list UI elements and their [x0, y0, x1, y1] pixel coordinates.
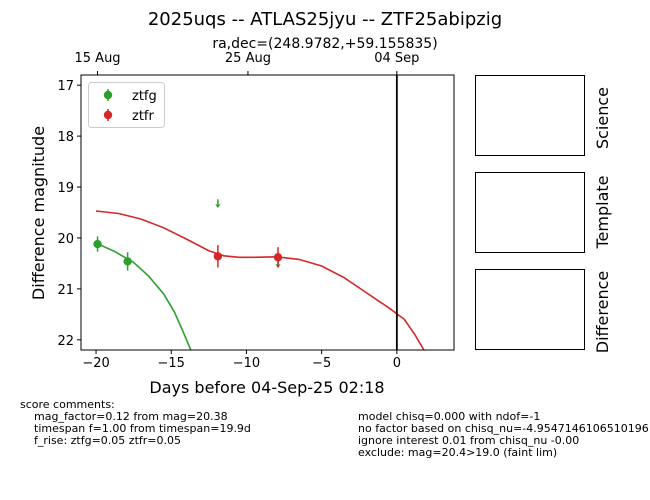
x-tick-label: 0 — [393, 356, 401, 371]
top-date-tick-label: 25 Aug — [225, 51, 271, 66]
template-panel — [475, 172, 585, 253]
score-comment-right-1: model chisq=0.000 with ndof=-1 — [358, 410, 541, 423]
y-axis-label: Difference magnitude — [29, 126, 48, 300]
ztfg-legend-marker — [103, 90, 113, 100]
figure-subtitle: ra,dec=(248.9782,+59.155835) — [212, 36, 437, 52]
ztfr-legend-marker — [103, 110, 113, 120]
x-tick-label: −15 — [158, 356, 185, 371]
science-panel — [475, 75, 585, 156]
ztfg-model-curve — [95, 242, 192, 350]
y-tick-label: 19 — [57, 181, 74, 196]
top-date-tick-label: 04 Sep — [374, 51, 419, 66]
x-axis-label: Days before 04-Sep-25 02:18 — [149, 378, 384, 397]
ztfg-data-point — [123, 257, 132, 266]
ztfg-legend-label: ztfg — [132, 89, 157, 104]
score-comments-header: score comments: — [20, 398, 115, 411]
y-tick-label: 22 — [57, 334, 74, 349]
y-tick-label: 21 — [57, 283, 74, 298]
score-comment-right-4: exclude: mag=20.4>19.0 (faint lim) — [358, 446, 558, 459]
ztfr-data-point — [213, 252, 223, 261]
science-label: Science — [593, 87, 612, 149]
score-comment-left-1: mag_factor=0.12 from mag=20.38 — [34, 410, 228, 423]
top-date-tick-label: 15 Aug — [75, 51, 121, 66]
ztfr-legend-label: ztfr — [132, 109, 154, 124]
ztfg-data-point — [93, 239, 102, 249]
y-tick-label: 20 — [57, 232, 74, 247]
template-label: Template — [593, 175, 612, 249]
plot-content — [93, 75, 425, 350]
ztfr-data-point — [273, 253, 283, 262]
score-comment-right-3: ignore interest 0.01 from chisq_nu -0.00 — [358, 434, 580, 447]
x-tick-label: −20 — [82, 356, 109, 371]
plot-area: −20 −15 −10 −5 0 17 18 19 20 21 22 15 Aug 25 Aug 04 S… — [57, 51, 455, 371]
x-tick-label: −5 — [312, 356, 331, 371]
score-comment-left-2: timespan f=1.00 from timespan=19.9d — [34, 422, 251, 435]
ztfg-upper-limit-arrow — [215, 204, 221, 208]
x-tick-label: −10 — [233, 356, 260, 371]
difference-label: Difference — [593, 271, 612, 353]
difference-panel — [475, 269, 585, 350]
y-tick-label: 18 — [57, 130, 74, 145]
score-comment-right-2: no factor based on chisq_nu=-4.954714610… — [358, 423, 649, 435]
plot-frame — [80, 74, 455, 351]
y-tick-label: 17 — [57, 79, 74, 94]
ztfr-model-curve — [95, 210, 425, 350]
score-comment-left-3: f_rise: ztfg=0.05 ztfr=0.05 — [34, 434, 181, 447]
figure-title: 2025uqs -- ATLAS25jyu -- ZTF25abipzig — [148, 9, 502, 30]
